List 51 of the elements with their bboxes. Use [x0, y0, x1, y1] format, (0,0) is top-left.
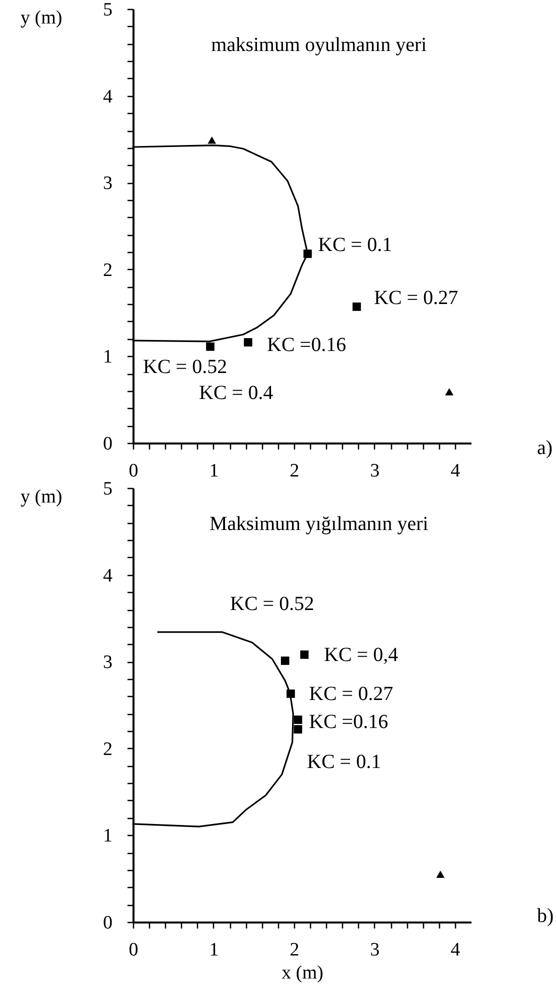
text: Maksimum yığılmanın yeri — [209, 513, 429, 535]
y-tick-label: 5 — [103, 478, 112, 500]
annotation: KC = 0,4 — [324, 644, 398, 666]
annotation: KC =0.16 — [267, 334, 346, 356]
x-tick-label: 2 — [290, 940, 300, 960]
y-tick-label: 5 — [103, 0, 112, 20]
x-tick-label: 1 — [209, 940, 219, 960]
point — [280, 656, 290, 665]
y-tick-label: 1 — [103, 826, 112, 847]
point — [352, 302, 361, 311]
x-tick-label: 0 — [128, 460, 138, 482]
y-tick-label: 2 — [103, 260, 112, 281]
y-tick-label: 4 — [103, 565, 113, 586]
point — [445, 388, 454, 396]
annotation: KC = 0.4 — [199, 382, 274, 404]
x-tick-label: 3 — [370, 940, 380, 960]
point — [206, 342, 214, 351]
point — [300, 650, 309, 659]
point — [294, 725, 302, 734]
point — [244, 338, 252, 346]
y-tick-label: 3 — [103, 652, 112, 674]
point — [303, 250, 312, 258]
y-tick-label: 2 — [103, 738, 112, 760]
annotation: KC = 0.52 — [143, 356, 228, 378]
y-tick-label: 4 — [103, 86, 113, 108]
x-tick-label: 2 — [290, 460, 300, 482]
point — [294, 716, 302, 724]
point — [208, 136, 216, 144]
text: a) — [537, 437, 553, 459]
annotation: KC = 0.27 — [374, 287, 458, 309]
y-tick-label: 3 — [103, 173, 112, 194]
y-axis-title: y (m) — [20, 486, 62, 508]
y-tick-label: 0 — [103, 912, 112, 934]
text: b) — [537, 905, 554, 927]
text: maksimum oyulmanın yeri — [211, 34, 428, 56]
annotation: KC = 0.27 — [309, 683, 394, 705]
annotation: KC = 0.1 — [307, 751, 382, 773]
x-axis-title: x (m) — [282, 962, 324, 984]
x-tick-label: 0 — [128, 940, 138, 960]
x-tick-label: 4 — [450, 460, 461, 482]
point — [286, 690, 295, 698]
y-axis-title: y (m) — [20, 8, 62, 28]
point — [436, 870, 445, 878]
y-tick-label: 0 — [103, 434, 112, 454]
x-tick-label: 3 — [370, 460, 380, 482]
annotation: KC = 0.52 — [230, 593, 314, 615]
x-tick-label: 1 — [209, 460, 219, 482]
annotation: KC =0.16 — [309, 711, 388, 733]
x-tick-label: 4 — [450, 940, 461, 960]
annotation: KC = 0.1 — [318, 234, 392, 256]
y-tick-label: 1 — [103, 346, 112, 368]
